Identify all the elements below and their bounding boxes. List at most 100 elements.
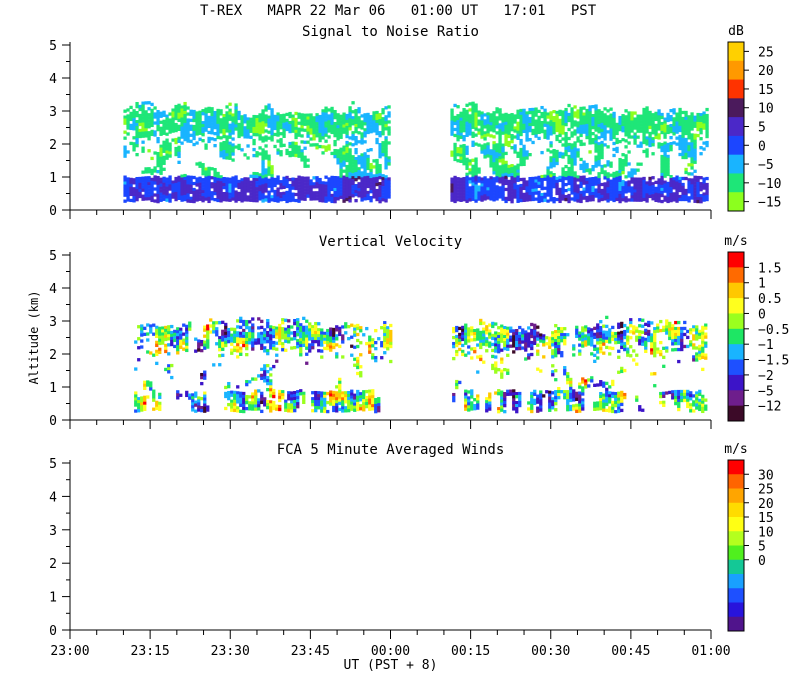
heatmap-cell	[482, 336, 486, 340]
heatmap-cell	[530, 403, 534, 408]
heatmap-cell	[281, 333, 285, 337]
heatmap-cell	[489, 179, 493, 183]
heatmap-cell	[554, 351, 558, 355]
heatmap-cell	[555, 182, 559, 187]
heatmap-cell	[555, 191, 559, 196]
heatmap-cell	[158, 332, 162, 337]
heatmap-cell	[299, 350, 303, 354]
heatmap-cell	[651, 191, 655, 195]
heatmap-cell	[528, 107, 532, 112]
heatmap-cell	[338, 389, 342, 394]
heatmap-cell	[699, 125, 703, 129]
heatmap-cell	[675, 142, 679, 146]
heatmap-cell	[347, 337, 351, 341]
heatmap-cell	[570, 197, 574, 201]
heatmap-cell	[144, 176, 148, 180]
heatmap-cell	[180, 114, 184, 118]
heatmap-cell	[300, 188, 304, 192]
heatmap-cell	[474, 175, 478, 179]
heatmap-cell	[455, 349, 459, 354]
heatmap-cell	[174, 128, 178, 133]
heatmap-cell	[477, 110, 481, 114]
heatmap-cell	[363, 197, 367, 201]
heatmap-cell	[207, 187, 211, 192]
heatmap-cell	[336, 122, 340, 126]
heatmap-cell	[266, 318, 270, 323]
heatmap-cell	[218, 354, 222, 358]
heatmap-cell	[467, 330, 471, 334]
heatmap-cell	[639, 192, 643, 196]
heatmap-cell	[159, 111, 163, 115]
heatmap-cell	[465, 115, 469, 119]
heatmap-cell	[651, 140, 655, 144]
heatmap-cell	[525, 120, 529, 124]
heatmap-cell	[363, 134, 367, 138]
heatmap-cell	[302, 337, 306, 342]
heatmap-cell	[387, 159, 391, 163]
heatmap-cell	[342, 184, 346, 188]
heatmap-cell	[513, 135, 517, 139]
heatmap-cell	[194, 394, 198, 398]
heatmap-cell	[332, 339, 336, 344]
heatmap-cell	[462, 144, 466, 148]
heatmap-cell	[464, 335, 468, 339]
heatmap-cell	[228, 198, 232, 202]
heatmap-cell	[135, 140, 139, 145]
heatmap-cell	[482, 333, 486, 337]
heatmap-cell	[492, 186, 496, 190]
heatmap-cell	[225, 183, 229, 187]
heatmap-cell	[492, 150, 496, 154]
heatmap-cell	[501, 170, 505, 174]
heatmap-cell	[240, 196, 244, 200]
heatmap-cell	[468, 123, 472, 127]
heatmap-cell	[603, 173, 607, 177]
heatmap-cell	[450, 177, 454, 181]
heatmap-cell	[687, 190, 691, 194]
heatmap-cell	[357, 161, 361, 165]
heatmap-cell	[330, 106, 334, 111]
heatmap-cell	[123, 199, 127, 203]
heatmap-cell	[318, 183, 322, 188]
heatmap-cell	[582, 163, 586, 167]
heatmap-cell	[188, 393, 192, 397]
heatmap-cell	[576, 139, 580, 143]
heatmap-cell	[524, 357, 528, 361]
heatmap-cell	[290, 400, 294, 404]
heatmap-cell	[246, 123, 250, 127]
heatmap-cell	[185, 348, 189, 353]
heatmap-cell	[450, 150, 454, 154]
heatmap-cell	[642, 134, 646, 139]
heatmap-cell	[366, 175, 370, 180]
heatmap-cell	[333, 151, 337, 156]
heatmap-cell	[195, 111, 199, 115]
heatmap-cell	[335, 328, 339, 332]
heatmap-cell	[239, 349, 243, 353]
heatmap-cell	[462, 186, 466, 190]
heatmap-cell	[693, 178, 697, 182]
heatmap-cell	[539, 408, 543, 412]
colorbar-label: −5	[758, 158, 774, 173]
heatmap-cell	[269, 337, 273, 341]
heatmap-cell	[585, 114, 589, 119]
heatmap-cell	[317, 343, 321, 347]
heatmap-cell	[521, 328, 525, 332]
heatmap-cell	[162, 155, 166, 159]
heatmap-cell	[536, 400, 540, 404]
heatmap-cell	[557, 345, 561, 349]
heatmap-cell	[597, 178, 601, 182]
heatmap-cell	[471, 119, 475, 123]
heatmap-cell	[360, 156, 364, 160]
heatmap-cell	[486, 196, 490, 200]
heatmap-cell	[273, 123, 277, 128]
colorbar-label: 10	[758, 102, 774, 117]
heatmap-cell	[369, 184, 373, 188]
heatmap-cell	[672, 198, 676, 202]
heatmap-cell	[336, 161, 340, 165]
heatmap-cell	[225, 144, 229, 148]
heatmap-cell	[473, 338, 477, 342]
heatmap-cell	[149, 381, 153, 385]
heatmap-cell	[630, 114, 634, 118]
heatmap-cell	[512, 392, 516, 396]
heatmap-cell	[210, 107, 214, 111]
heatmap-cell	[518, 331, 522, 336]
